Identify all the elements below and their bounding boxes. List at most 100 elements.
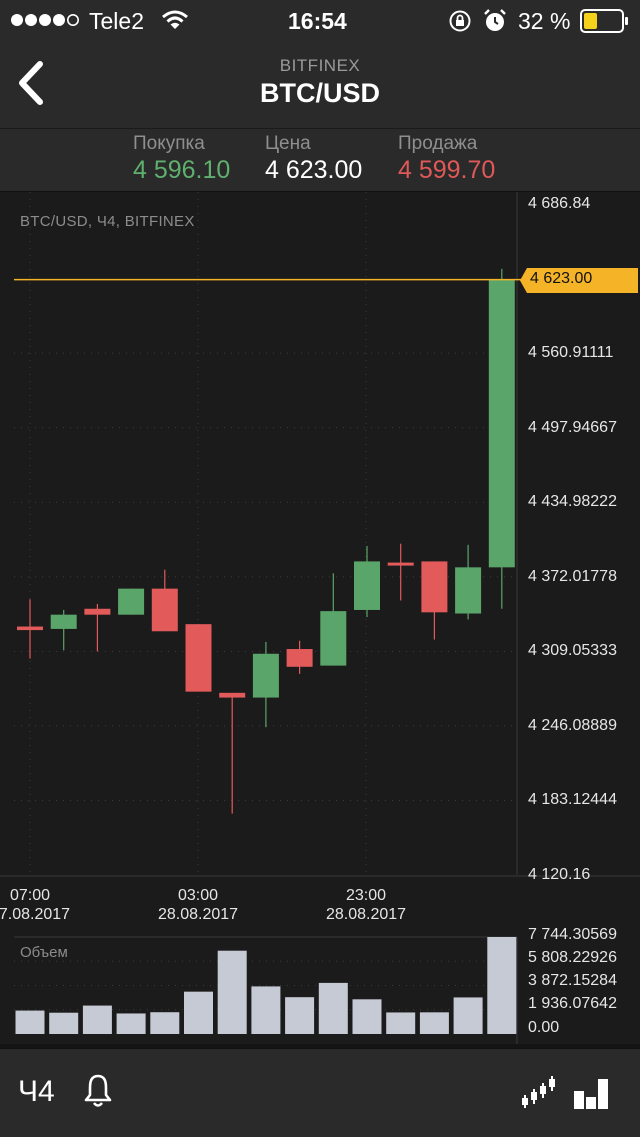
candle-body <box>17 626 43 631</box>
volume-tick-label: 1 936.07642 <box>528 995 617 1012</box>
buy-value: 4 596.10 <box>133 156 231 184</box>
current-price-label: 4 623.00 <box>530 270 593 287</box>
x-tick-date: 28.08.2017 <box>157 906 239 923</box>
sell-label: Продажа <box>398 133 478 154</box>
volume-tick-label: 5 808.22926 <box>528 949 617 966</box>
candle[interactable] <box>387 543 414 601</box>
candlestick-chart[interactable] <box>0 192 640 1044</box>
chart-type-button[interactable] <box>520 1075 558 1114</box>
back-button[interactable] <box>10 56 54 110</box>
chart-area[interactable]: BTC/USD, Ч4, BITFINEX Объем 4 686.84 4 56… <box>0 192 640 1044</box>
y-tick-label: 4 434.98222 <box>528 493 617 511</box>
volume-bar <box>150 1012 180 1034</box>
candle-body <box>50 614 77 629</box>
carrier-name: Tele2 <box>89 8 144 34</box>
candle[interactable] <box>50 609 77 651</box>
candle[interactable] <box>219 692 246 814</box>
candle-body <box>219 692 246 698</box>
candle-body <box>421 561 448 613</box>
candle[interactable] <box>151 569 178 632</box>
candle-body <box>354 561 380 610</box>
volume-bar <box>49 1012 79 1034</box>
page-title: BTC/USD <box>260 78 380 108</box>
x-tick-label: 23:00 28.08.2017 <box>296 886 436 924</box>
price-label: Цена <box>265 133 311 154</box>
candle-body <box>151 588 178 632</box>
alert-bell-button[interactable] <box>82 1073 114 1114</box>
volume-bar <box>352 999 382 1034</box>
candle[interactable] <box>421 561 448 640</box>
candle[interactable] <box>185 624 212 692</box>
chart-title: BTC/USD, Ч4, BITFINEX <box>20 213 195 230</box>
alarm-icon <box>482 8 508 39</box>
y-tick-label: 4 246.08889 <box>528 716 617 734</box>
x-tick-time: 03:00 <box>177 887 219 904</box>
x-tick-label: 07:00 27.08.2017 <box>0 886 100 924</box>
volume-tick-label: 7 744.30569 <box>528 926 617 943</box>
battery-icon <box>580 9 630 38</box>
exchange-name: BITFINEX <box>279 56 361 75</box>
volume-label: Объем <box>20 944 68 961</box>
y-tick-label: 4 372.01778 <box>528 567 617 585</box>
volume-bar <box>386 1012 416 1034</box>
candle-body <box>387 562 414 566</box>
wifi-icon <box>161 9 189 36</box>
y-tick-label: 4 183.12444 <box>528 791 617 809</box>
volume-bar <box>318 982 348 1034</box>
candle-body <box>488 279 515 568</box>
x-tick-label: 03:00 28.08.2017 <box>128 886 268 924</box>
candle-body <box>185 624 212 692</box>
candle-body <box>252 653 279 698</box>
y-tick-label: 4 309.05333 <box>528 642 617 660</box>
bottom-toolbar: Ч4 <box>0 1048 640 1137</box>
y-tick-label: 4 560.91111 <box>528 344 614 362</box>
candle[interactable] <box>320 573 347 666</box>
candle[interactable] <box>17 599 43 659</box>
x-tick-time: 23:00 <box>345 887 387 904</box>
y-tick-label: 4 686.84 <box>528 195 591 212</box>
x-tick-date: 27.08.2017 <box>0 906 71 923</box>
candle-body <box>286 649 313 667</box>
x-tick-time: 07:00 <box>9 887 51 904</box>
candle-body <box>455 567 482 614</box>
price-summary: Покупка 4 596.10 Цена 4 623.00 Продажа 4… <box>0 129 640 192</box>
battery-percent: 32 % <box>518 8 571 34</box>
price-value: 4 623.00 <box>265 156 363 184</box>
signal-icon <box>10 13 82 32</box>
bar-chart-icon <box>574 1079 608 1109</box>
chevron-left-icon <box>19 61 43 105</box>
sell-block: Продажа 4 599.70 <box>398 133 495 185</box>
volume-bar <box>82 1005 112 1034</box>
candle-body <box>84 608 111 615</box>
volume-tick-label: 3 872.15284 <box>528 972 617 989</box>
volume-toggle-button[interactable] <box>574 1077 608 1114</box>
y-tick-label: 4 120.16 <box>528 866 591 883</box>
timeframe-button[interactable]: Ч4 <box>18 1075 55 1108</box>
candle-body <box>118 588 145 615</box>
volume-bar <box>487 937 517 1034</box>
volume-bar <box>251 986 281 1034</box>
x-tick-date: 28.08.2017 <box>325 906 407 923</box>
rotation-lock-icon <box>448 9 472 38</box>
candle[interactable] <box>488 268 515 609</box>
candle[interactable] <box>118 588 145 615</box>
buy-label: Покупка <box>133 133 205 154</box>
volume-bar <box>419 1012 449 1034</box>
candle-body <box>320 611 347 666</box>
price-block: Цена 4 623.00 <box>265 133 362 185</box>
volume-bar <box>116 1013 146 1034</box>
candle[interactable] <box>84 604 111 652</box>
clock: 16:54 <box>288 8 347 34</box>
nav-header: BITFINEX BTC/USD <box>0 42 640 129</box>
candlestick-icon <box>522 1076 555 1108</box>
candle[interactable] <box>252 641 279 728</box>
candle[interactable] <box>455 544 482 620</box>
volume-bar <box>15 1010 45 1034</box>
status-bar: Tele2 16:54 32 % <box>0 0 640 42</box>
candle[interactable] <box>354 546 380 618</box>
bell-icon <box>84 1074 112 1107</box>
volume-bar <box>184 991 213 1034</box>
candle[interactable] <box>286 640 313 674</box>
volume-tick-label: 0.00 <box>528 1019 560 1036</box>
current-price-tag: 4 623.00 <box>520 268 638 293</box>
